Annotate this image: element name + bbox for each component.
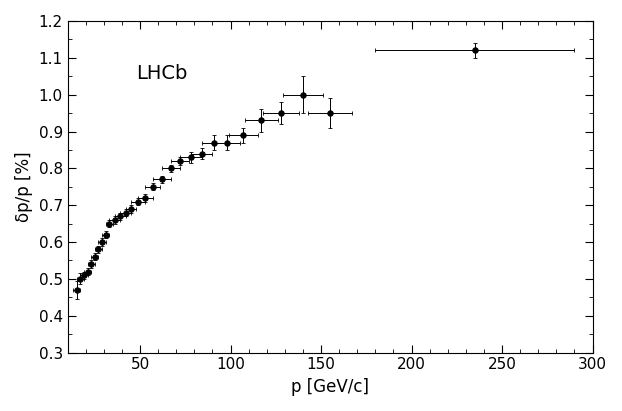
Y-axis label: δp/p [%]: δp/p [%] — [15, 152, 33, 222]
X-axis label: p [GeV/c]: p [GeV/c] — [291, 378, 369, 396]
Text: LHCb: LHCb — [136, 64, 187, 83]
